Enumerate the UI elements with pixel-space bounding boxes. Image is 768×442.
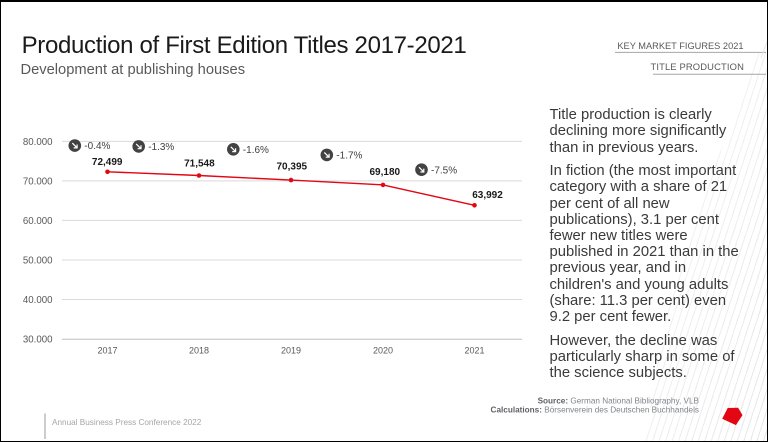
- svg-text:2017: 2017: [97, 345, 117, 355]
- svg-text:72,499: 72,499: [92, 157, 123, 168]
- svg-text:2019: 2019: [281, 345, 301, 355]
- svg-text:-1.7%: -1.7%: [336, 151, 362, 162]
- svg-text:50.000: 50.000: [23, 256, 53, 267]
- svg-text:70,395: 70,395: [277, 161, 308, 172]
- svg-text:KEY MARKET FIGURES 2021: KEY MARKET FIGURES 2021: [617, 41, 743, 51]
- svg-text:2020: 2020: [373, 345, 393, 355]
- svg-text:69,180: 69,180: [370, 167, 401, 178]
- svg-text:Development at publishing hous: Development at publishing houses: [21, 62, 246, 78]
- svg-text:Annual Business Press Conferen: Annual Business Press Conference 2022: [52, 418, 202, 427]
- svg-text:-1.3%: -1.3%: [148, 142, 174, 153]
- svg-text:2021: 2021: [464, 345, 484, 355]
- svg-text:80.000: 80.000: [23, 137, 53, 148]
- svg-text:70.000: 70.000: [23, 177, 53, 188]
- svg-text:Production of First Edition Ti: Production of First Edition Titles 2017-…: [22, 32, 467, 59]
- svg-text:63,992: 63,992: [472, 190, 503, 201]
- svg-text:2018: 2018: [189, 345, 209, 355]
- svg-text:60.000: 60.000: [23, 216, 53, 227]
- svg-text:-7.5%: -7.5%: [431, 165, 457, 176]
- svg-text:Source: German National Biblio: Source: German National Bibliography, VL…: [538, 397, 700, 406]
- svg-text:40.000: 40.000: [23, 295, 53, 306]
- svg-text:-1.6%: -1.6%: [243, 145, 269, 156]
- svg-text:71,548: 71,548: [184, 159, 215, 170]
- svg-text:30.000: 30.000: [23, 335, 53, 346]
- svg-text:TITLE PRODUCTION: TITLE PRODUCTION: [650, 61, 744, 72]
- svg-text:Calculations: Börsenverein des: Calculations: Börsenverein des Deutschen…: [491, 405, 699, 414]
- svg-text:-0.4%: -0.4%: [84, 141, 110, 152]
